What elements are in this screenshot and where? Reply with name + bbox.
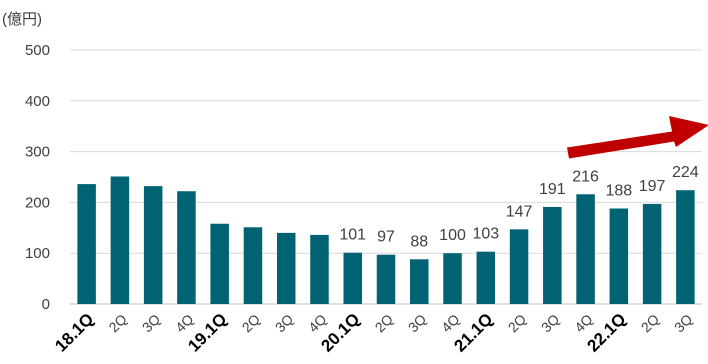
- data-label: 191: [539, 181, 566, 198]
- bar: [343, 252, 362, 304]
- x-tick-label: 2Q: [638, 311, 663, 336]
- bar: [443, 253, 462, 304]
- bar: [476, 251, 496, 304]
- y-tick-label: 0: [42, 296, 50, 313]
- y-tick-label: 200: [25, 194, 50, 211]
- bar: [77, 184, 96, 304]
- bar: [543, 206, 562, 304]
- bar: [310, 234, 329, 304]
- x-tick-label: 4Q: [172, 311, 197, 336]
- y-tick-label: 100: [25, 245, 50, 262]
- x-tick-label: 2Q: [505, 311, 530, 336]
- x-tick-label: 3Q: [538, 311, 563, 336]
- y-tick-label: 400: [25, 93, 50, 110]
- bar: [177, 191, 196, 304]
- x-tick-label: 19.1Q: [184, 309, 230, 355]
- x-tick-label: 2Q: [372, 311, 397, 336]
- x-tick-label: 3Q: [671, 311, 696, 336]
- bar: [210, 223, 229, 304]
- data-label: 88: [410, 233, 428, 250]
- x-tick-label: 3Q: [405, 311, 430, 336]
- x-tick-label: 22.1Q: [583, 309, 629, 355]
- x-tick-label: 2Q: [239, 311, 264, 336]
- bar: [676, 190, 695, 304]
- bar: [410, 259, 429, 304]
- y-tick-label: 500: [25, 42, 50, 59]
- x-tick-label: 2Q: [105, 311, 130, 336]
- y-tick-label: 300: [25, 144, 50, 161]
- bar: [509, 229, 529, 304]
- y-axis-unit-label: (億円): [2, 11, 42, 28]
- x-tick-label: 18.1Q: [51, 309, 97, 355]
- trend-arrow: [567, 116, 708, 159]
- x-tick-label: 21.1Q: [450, 309, 496, 355]
- bar: [376, 254, 396, 304]
- data-label: 147: [506, 203, 533, 220]
- data-label: 224: [672, 164, 699, 181]
- bar: [642, 203, 662, 304]
- data-label: 97: [377, 229, 395, 246]
- bar: [276, 232, 296, 304]
- data-label: 100: [439, 227, 466, 244]
- x-tick-label: 3Q: [139, 311, 164, 336]
- data-labels: 101 97 88 100 103 147 191 216 188 197 224: [339, 164, 698, 250]
- x-tick-label: 20.1Q: [317, 309, 363, 355]
- x-tick-label: 4Q: [305, 311, 330, 336]
- x-tick-label: 3Q: [272, 311, 297, 336]
- bar: [609, 208, 629, 304]
- data-label: 101: [339, 227, 366, 244]
- gridlines: [70, 49, 702, 305]
- bar: [143, 186, 163, 304]
- x-tick-label: 4Q: [438, 311, 463, 336]
- bar: [243, 227, 263, 304]
- y-axis-ticks: 0 100 200 300 400 500: [25, 42, 50, 313]
- bar: [576, 194, 595, 304]
- bars: [77, 176, 695, 304]
- data-label: 216: [572, 168, 599, 185]
- x-tick-label: 4Q: [571, 311, 596, 336]
- data-label: 103: [472, 226, 499, 243]
- data-label: 188: [605, 182, 632, 199]
- bar: [110, 176, 130, 304]
- data-label: 197: [639, 178, 666, 195]
